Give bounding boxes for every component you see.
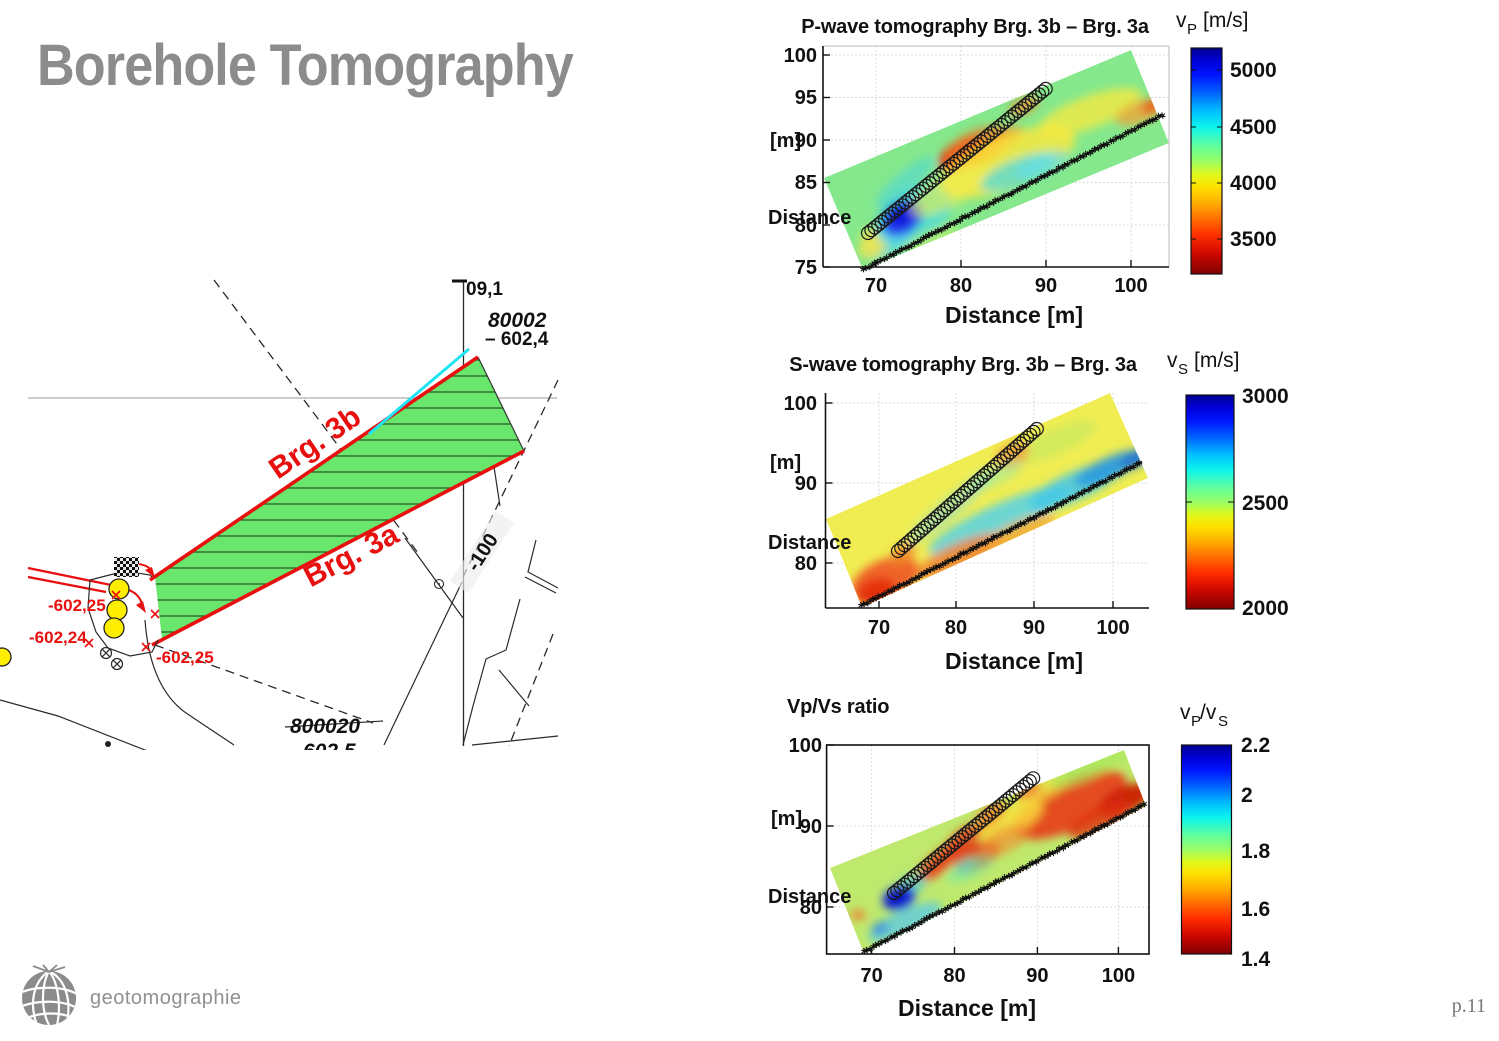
svg-text:-602,25: -602,25 [156,648,214,667]
svg-text:[m/s]: [m/s] [1194,349,1240,372]
svg-text:800020: 800020 [290,715,360,738]
svg-text:100: 100 [1114,275,1147,297]
svg-text:95: 95 [795,87,817,109]
svg-text:P-wave tomography Brg. 3b – Br: P-wave tomography Brg. 3b – Brg. 3a [801,16,1150,38]
svg-text:Distance [m]: Distance [m] [945,302,1083,328]
svg-text:2: 2 [1241,784,1253,807]
svg-text:90: 90 [800,816,822,838]
svg-text:v: v [1180,701,1191,724]
svg-text:80: 80 [795,215,817,237]
svg-text:70: 70 [865,275,887,297]
svg-text:[m]: [m] [770,130,801,152]
svg-text:80: 80 [795,553,817,575]
svg-text:Distance: Distance [768,207,851,229]
svg-text:70: 70 [860,965,882,987]
svg-text:90: 90 [795,473,817,495]
svg-text:-602,24: -602,24 [29,628,87,647]
svg-text:3000: 3000 [1242,385,1289,408]
svg-text:v: v [1167,349,1178,372]
svg-text:Vp/Vs ratio: Vp/Vs ratio [787,696,889,718]
svg-text:1.6: 1.6 [1241,898,1270,921]
svg-text:90: 90 [1035,275,1057,297]
svg-text:100: 100 [784,393,817,415]
svg-text:2000: 2000 [1242,597,1289,620]
svg-text:[m/s]: [m/s] [1203,9,1249,32]
svg-text:100: 100 [789,735,822,757]
svg-text:100: 100 [784,45,817,67]
svg-text:80: 80 [950,275,972,297]
svg-text:S: S [1178,361,1188,378]
svg-text:80002: 80002 [488,309,547,332]
svg-text:/v: /v [1200,701,1217,724]
svg-text:75: 75 [795,257,817,279]
svg-text:Distance [m]: Distance [m] [898,995,1036,1021]
svg-text:Distance: Distance [768,532,851,554]
svg-text:v: v [1176,9,1187,32]
svg-text:3500: 3500 [1230,228,1277,251]
svg-text:[m]: [m] [771,808,802,830]
svg-text:1.8: 1.8 [1241,840,1271,863]
svg-text:90: 90 [1026,965,1048,987]
svg-text:100: 100 [1096,617,1129,639]
svg-text:S: S [1218,713,1228,730]
svg-text:5000: 5000 [1230,59,1277,82]
svg-text:4000: 4000 [1230,172,1277,195]
svg-text:90: 90 [795,130,817,152]
svg-text:80: 80 [943,965,965,987]
svg-text:-602,25: -602,25 [48,596,106,615]
svg-text:Distance [m]: Distance [m] [945,648,1083,674]
svg-text:70: 70 [868,617,890,639]
svg-text:– 602,4: – 602,4 [485,329,549,350]
svg-text:[m]: [m] [770,452,801,474]
svg-text:80: 80 [800,897,822,919]
svg-text:1.4: 1.4 [1241,948,1271,971]
svg-text:2.2: 2.2 [1241,734,1270,757]
svg-text:602,5: 602,5 [303,740,356,750]
svg-text:80: 80 [945,617,967,639]
svg-text:4500: 4500 [1230,116,1277,139]
svg-text:90: 90 [1023,617,1045,639]
svg-text:2500: 2500 [1242,492,1289,515]
svg-text:09,1: 09,1 [466,279,503,300]
svg-text:P: P [1187,21,1197,38]
svg-text:85: 85 [795,172,817,194]
svg-text:100: 100 [1102,965,1135,987]
svg-text:Distance: Distance [768,886,851,908]
svg-text:P: P [1191,713,1201,730]
svg-text:S-wave tomography Brg. 3b – Br: S-wave tomography Brg. 3b – Brg. 3a [789,354,1138,376]
